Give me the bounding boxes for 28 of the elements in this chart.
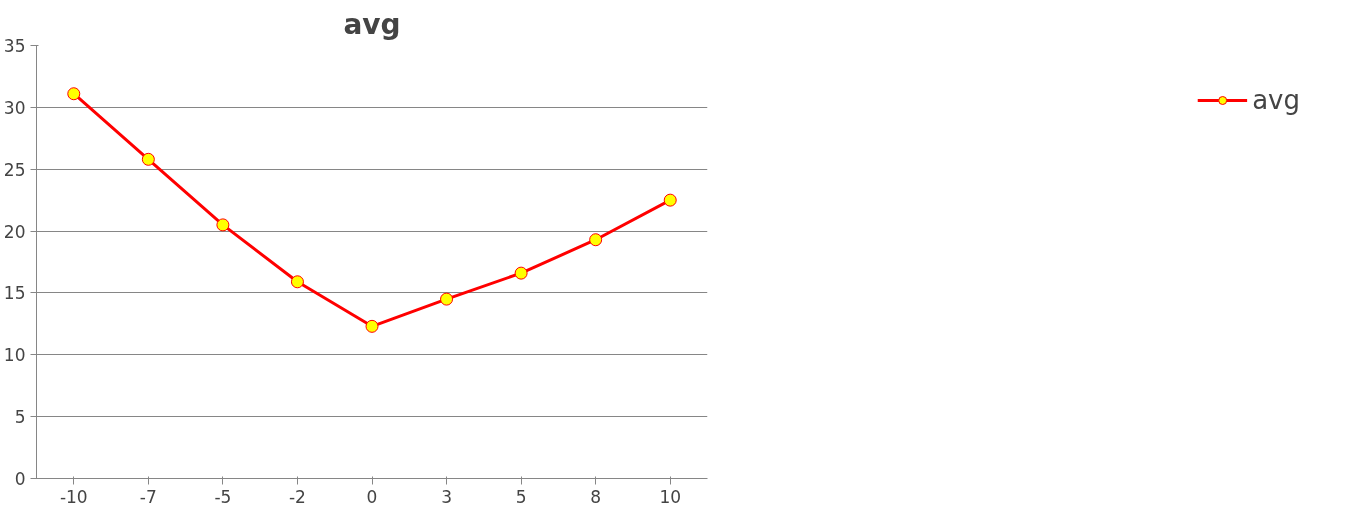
point: [663, 193, 677, 207]
legend-label: avg: [1252, 85, 1300, 115]
x-tick-label: 3: [441, 486, 452, 507]
y-tick-label: 5: [14, 407, 26, 428]
x-tick-label: -5: [214, 486, 232, 507]
x-tick-label: -7: [139, 486, 157, 507]
point: [365, 319, 379, 333]
x-tick-label: 10: [659, 486, 682, 507]
y-tick-label: 30: [3, 97, 26, 118]
x-tick-label: -10: [59, 486, 88, 507]
y-tick-label: 0: [14, 469, 26, 489]
x-tick-label: 8: [590, 486, 602, 507]
y-tick-label: 10: [3, 345, 26, 366]
x-tick-label: 0: [366, 486, 378, 507]
y-tick-label: 20: [3, 221, 26, 242]
y-tick-label: 15: [3, 283, 26, 304]
x-tick-label: 5: [515, 486, 527, 507]
point: [589, 233, 603, 247]
y-tick-label: 35: [3, 36, 26, 56]
point: [216, 218, 230, 232]
point: [514, 266, 528, 280]
point: [141, 152, 155, 166]
point: [67, 87, 81, 101]
x-tick-label: -2: [288, 486, 306, 507]
y-tick-label: 25: [3, 159, 26, 180]
point: [440, 292, 454, 306]
chart-title: avg: [343, 7, 401, 41]
point: [290, 275, 304, 289]
